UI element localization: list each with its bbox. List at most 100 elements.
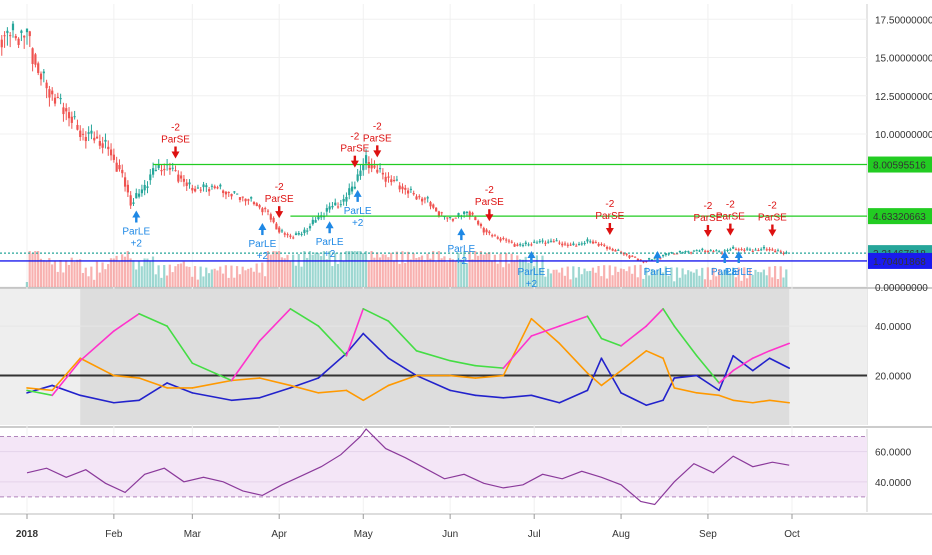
candle-body (631, 255, 634, 257)
candle-body (244, 198, 247, 202)
volume-bar (342, 260, 345, 287)
candle-body (185, 182, 188, 186)
candle-body (264, 208, 267, 210)
volume-bar (664, 266, 667, 287)
volume-bar (446, 262, 449, 287)
volume-bar (137, 261, 141, 287)
candle-body (701, 248, 704, 250)
candle-body (723, 250, 726, 252)
short-signal-arrow (275, 211, 284, 219)
long-signal-note: +2 (456, 256, 468, 267)
dmi-series-segment (474, 374, 505, 379)
volume-bar (743, 267, 746, 287)
dmi-series-segment (289, 307, 320, 327)
volume-bar (306, 257, 309, 287)
short-signal-note: -2 (350, 132, 359, 143)
volume-bar (580, 274, 583, 287)
volume-bar (275, 251, 278, 287)
candle-body (726, 249, 729, 251)
volume-bar (499, 253, 502, 287)
dmi-series-segment (732, 399, 754, 404)
price-label: 8.00595516 (873, 161, 926, 172)
candle-body (449, 217, 452, 219)
volume-bar (207, 273, 211, 287)
volume-bar (115, 255, 118, 287)
x-tick-label: Aug (612, 529, 630, 540)
candle-body (73, 116, 76, 118)
candle-body (112, 154, 115, 160)
volume-bar (547, 268, 550, 287)
short-signal-arrow-stem (376, 145, 379, 152)
volume-bar (280, 257, 283, 287)
dmi-series-segment (79, 394, 115, 404)
candle-body (135, 193, 138, 199)
short-signal-arrow-stem (174, 146, 177, 153)
candle-body (664, 253, 668, 255)
volume-bar (597, 265, 600, 287)
volume-bar (345, 251, 348, 287)
candle-body (62, 107, 65, 115)
volume-bar (163, 265, 166, 287)
candle-body (339, 204, 342, 206)
candle-body (625, 253, 628, 255)
volume-bar (496, 263, 499, 287)
candle-body (776, 250, 780, 252)
candle-body (516, 244, 519, 246)
short-signal-label: ParSE (716, 212, 745, 223)
long-signal-note: +2 (257, 251, 269, 262)
short-signal-label: ParSE (340, 144, 369, 155)
volume-bar (269, 254, 272, 287)
volume-bar (504, 252, 508, 287)
dmi-series-segment (317, 325, 348, 357)
x-tick-label: Jun (442, 529, 458, 540)
volume-bar (490, 260, 494, 287)
volume-bar (25, 282, 28, 287)
volume-bar (266, 251, 269, 287)
dmi-series-segment (586, 357, 603, 392)
volume-bar (485, 252, 488, 287)
volume-bar (530, 255, 533, 287)
dmi-series-segment (51, 357, 82, 392)
candle-body (527, 244, 530, 246)
candle-body (353, 186, 356, 189)
candle-body (603, 244, 606, 246)
long-signal-arrow-stem (135, 216, 138, 223)
volume-bar (432, 251, 435, 287)
dmi-series-segment (530, 325, 561, 337)
candle-body (143, 184, 146, 191)
short-signal-label: ParSE (161, 135, 190, 146)
candle-body (524, 242, 527, 245)
candle-body (81, 133, 85, 135)
candle-body (740, 249, 743, 251)
candle-body (401, 186, 404, 190)
volume-bar (673, 281, 676, 287)
volume-bar (670, 267, 673, 287)
volume-bar (247, 268, 250, 287)
candle-body (463, 211, 466, 215)
candle-body (51, 90, 54, 95)
long-signal-label: ParLE (122, 227, 150, 238)
candle-body (266, 210, 270, 212)
candle-body (34, 54, 37, 65)
volume-bar (521, 259, 524, 287)
candle-body (180, 175, 183, 179)
short-signal-arrow (485, 214, 494, 222)
volume-bar (121, 254, 124, 287)
candle-body (418, 196, 421, 198)
candle-body (6, 30, 9, 34)
x-tick-label: Jul (528, 529, 541, 540)
x-tick-label: May (354, 529, 373, 540)
volume-bar (661, 272, 665, 287)
volume-bar (701, 267, 704, 287)
dmi-series-segment (600, 369, 622, 387)
candle-body (415, 196, 418, 200)
dmi-series-segment (258, 307, 292, 342)
dmi-series-segment (113, 399, 140, 404)
volume-bar (294, 265, 298, 287)
candle-body (31, 48, 34, 64)
candle-body (210, 185, 214, 187)
candle-body (126, 184, 129, 193)
dmi-series-segment (51, 359, 82, 397)
candle-body (485, 229, 488, 233)
volume-bar (70, 257, 73, 287)
